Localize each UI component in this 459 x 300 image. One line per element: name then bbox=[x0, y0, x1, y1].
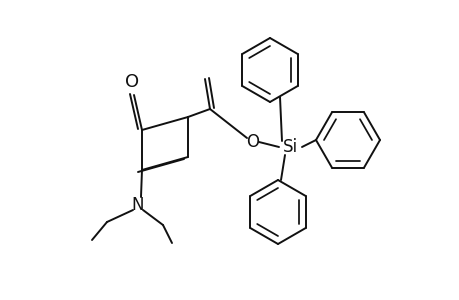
Text: O: O bbox=[246, 133, 259, 151]
Text: Si: Si bbox=[282, 138, 297, 156]
Text: N: N bbox=[131, 196, 144, 214]
Text: O: O bbox=[125, 73, 139, 91]
